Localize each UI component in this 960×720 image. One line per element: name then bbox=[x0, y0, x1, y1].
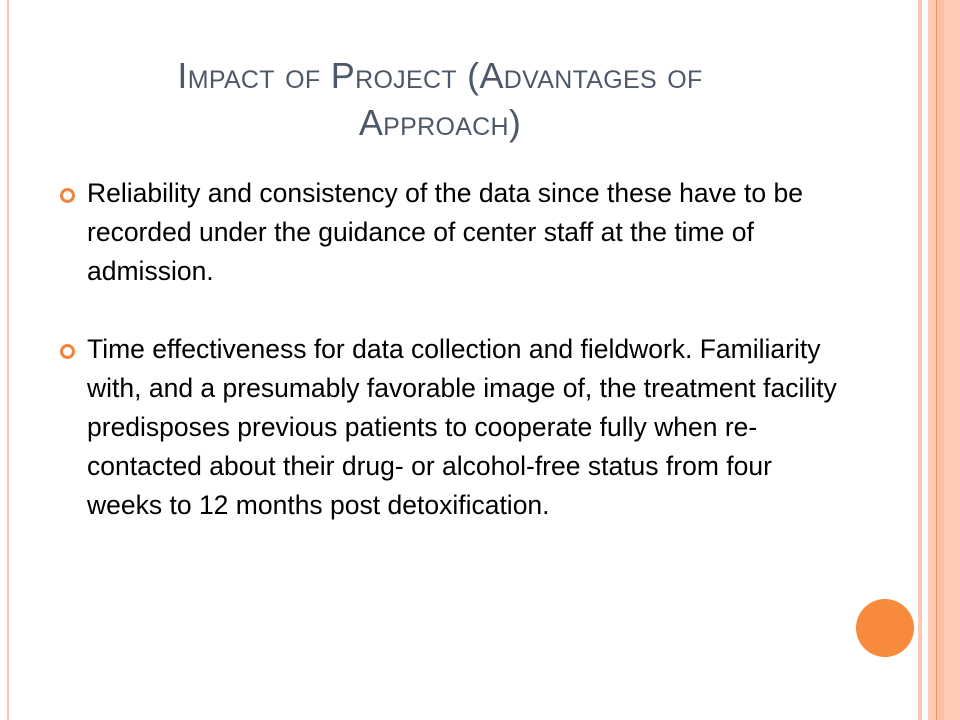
bullet-item: Reliability and consistency of the data … bbox=[58, 174, 838, 291]
right-stripe-thin bbox=[918, 0, 922, 720]
slide-title: Impact of Project (Advantages of Approac… bbox=[60, 52, 820, 146]
circle-bullet-icon bbox=[60, 344, 75, 359]
right-stripe-band bbox=[937, 0, 944, 720]
circle-bullet-icon bbox=[60, 188, 75, 203]
bullet-text: Reliability and consistency of the data … bbox=[87, 178, 803, 286]
right-stripe-wide bbox=[928, 0, 960, 720]
title-line-1: Impact of Project (Advantages of bbox=[177, 55, 703, 96]
left-border-stripe bbox=[7, 0, 9, 720]
decorative-orange-circle bbox=[856, 599, 914, 657]
right-stripe-line bbox=[936, 0, 937, 720]
bullet-item: Time effectiveness for data collection a… bbox=[58, 330, 838, 525]
bullet-list: Reliability and consistency of the data … bbox=[58, 174, 838, 564]
bullet-text: Time effectiveness for data collection a… bbox=[87, 334, 837, 520]
title-line-2: Approach) bbox=[358, 102, 522, 143]
